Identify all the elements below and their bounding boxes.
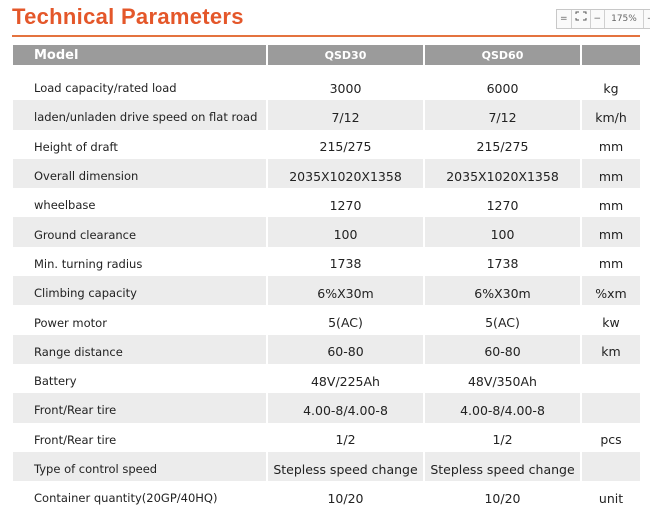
table-cell: laden/unladen drive speed on flat road xyxy=(13,100,268,130)
table-cell: 1/2 xyxy=(268,422,425,452)
table-cell: 48V/350Ah xyxy=(425,363,582,394)
zoom-frame-icon[interactable] xyxy=(572,10,591,28)
table-cell: Battery xyxy=(13,363,268,394)
table-row: Height of draft 215/275 215/275 mm xyxy=(13,129,640,159)
table-cell: 1270 xyxy=(425,188,582,218)
table-cell: 1270 xyxy=(268,188,425,218)
table-cell: 60-80 xyxy=(268,334,425,364)
table-cell: 215/275 xyxy=(268,129,425,159)
table-cell: 10/20 xyxy=(425,481,582,511)
header-row: Model QSD30 QSD60 xyxy=(13,45,640,65)
table-cell xyxy=(582,364,640,393)
table-cell: wheelbase xyxy=(13,188,268,218)
table-cell: mm xyxy=(598,227,624,243)
frame-icon xyxy=(575,11,587,21)
table-cell: Front/Rear tire xyxy=(13,422,268,452)
zoom-in[interactable]: + xyxy=(644,10,650,28)
zoom-control: = − 175% + xyxy=(556,9,650,29)
table-cell: 1738 xyxy=(425,246,582,277)
table-cell: Overall dimension xyxy=(13,158,268,189)
table-cell: 7/12 xyxy=(268,100,425,130)
table-cell: 100 xyxy=(268,217,425,247)
header-cell: QSD60 xyxy=(425,45,582,65)
table-cell xyxy=(582,393,640,422)
table-cell: 5(AC) xyxy=(425,305,582,335)
table-cell: Type of control speed xyxy=(13,451,268,482)
table-row: wheelbase 1270 1270 mm xyxy=(13,188,640,218)
table-cell: Front/Rear tire xyxy=(13,393,268,423)
table-cell: Height of draft xyxy=(13,129,268,159)
table-row: Container quantity(20GP/40HQ) 10/20 10/20 u… xyxy=(13,481,640,511)
table-cell: 3000 xyxy=(268,71,425,101)
table-row: laden/unladen drive speed on flat road 7/… xyxy=(13,100,640,130)
table-cell: unit xyxy=(598,490,624,506)
table-cell: 2035X1020X1358 xyxy=(268,158,425,189)
table-cell: 2035X1020X1358 xyxy=(425,158,582,189)
header-cell xyxy=(582,45,640,65)
table-cell: 1/2 xyxy=(425,422,582,452)
spec-table: Model QSD30 QSD60 Load capacity/rated load 3… xyxy=(13,45,640,511)
table-cell: Range distance xyxy=(13,334,268,364)
table-row: Power motor 5(AC) 5(AC) kw xyxy=(13,305,640,335)
zoom-out[interactable]: − xyxy=(591,10,606,28)
table-row: Range distance 60-80 60-80 km xyxy=(13,334,640,364)
table-row: Front/Rear tire 4.00-8/4.00-8 4.00-8/4.00-… xyxy=(13,393,640,423)
table-cell: Load capacity/rated load xyxy=(13,71,268,101)
table-row: Min. turning radius 1738 1738 mm xyxy=(13,246,640,277)
table-row: Front/Rear tire 1/2 1/2 pcs xyxy=(13,422,640,452)
table-cell: km xyxy=(601,344,621,360)
zoom-level: 175% xyxy=(605,10,644,28)
table-cell: mm xyxy=(598,168,624,184)
table-row: Overall dimension 2035X1020X1358 2035X1020… xyxy=(13,158,640,189)
table-cell: 10/20 xyxy=(268,481,425,511)
table-cell: 100 xyxy=(425,217,582,247)
table-cell: Container quantity(20GP/40HQ) xyxy=(13,481,268,511)
header-cell: QSD30 xyxy=(268,45,425,65)
table-cell: Stepless speed change xyxy=(425,451,582,482)
table-cell: 48V/225Ah xyxy=(268,363,425,394)
table-row: Load capacity/rated load 3000 6000 kg xyxy=(13,71,640,101)
table-cell: km/h xyxy=(595,109,627,125)
table-cell: mm xyxy=(598,197,624,213)
table-cell: %xm xyxy=(595,285,627,301)
page-title: Technical Parameters xyxy=(12,4,244,29)
table-cell: 6%X30m xyxy=(268,276,425,306)
table-cell: 7/12 xyxy=(425,100,582,130)
table-cell xyxy=(582,452,640,481)
table-cell: 4.00-8/4.00-8 xyxy=(268,393,425,423)
table-row: Ground clearance 100 100 mm xyxy=(13,217,640,247)
table-cell: mm xyxy=(598,139,624,155)
table-cell: mm xyxy=(598,256,624,272)
table-cell: Stepless speed change xyxy=(268,451,425,482)
table-cell: 4.00-8/4.00-8 xyxy=(425,393,582,423)
zoom-fit[interactable]: = xyxy=(557,10,572,28)
table-cell: Power motor xyxy=(13,305,268,335)
table-cell: 5(AC) xyxy=(268,305,425,335)
table-cell: 60-80 xyxy=(425,334,582,364)
table-cell: 215/275 xyxy=(425,129,582,159)
table-cell: pcs xyxy=(600,432,622,448)
table-row: Climbing capacity 6%X30m 6%X30m %xm xyxy=(13,276,640,306)
table-cell: 1738 xyxy=(268,246,425,277)
table-cell: Climbing capacity xyxy=(13,276,268,306)
table-cell: 6%X30m xyxy=(425,276,582,306)
table-cell: Ground clearance xyxy=(13,217,268,247)
table-cell: 6000 xyxy=(425,71,582,101)
table-row: Type of control speed Stepless speed chan… xyxy=(13,451,640,482)
title-rule xyxy=(12,35,640,37)
header-cell: Model xyxy=(13,45,268,65)
table-cell: kw xyxy=(602,315,620,331)
table-cell: kg xyxy=(603,80,619,96)
table-row: Battery 48V/225Ah 48V/350Ah xyxy=(13,363,640,394)
table-cell: Min. turning radius xyxy=(13,246,268,277)
